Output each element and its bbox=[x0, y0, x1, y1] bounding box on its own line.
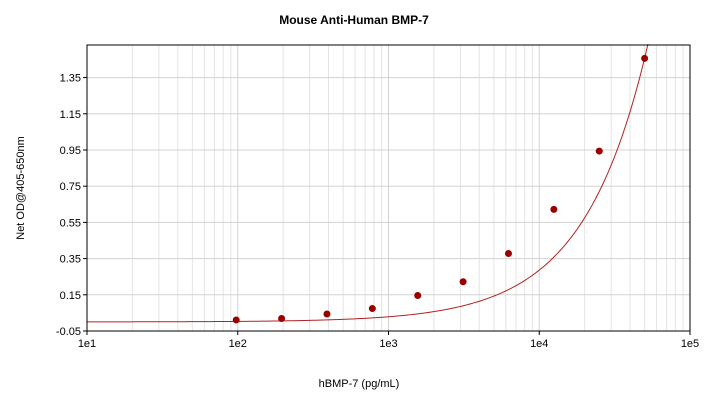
data-point bbox=[414, 292, 422, 300]
data-point bbox=[595, 147, 603, 155]
y-tick-label: -0.05 bbox=[56, 326, 81, 338]
data-point bbox=[368, 305, 376, 313]
y-axis-title: Net OD@405-650nm bbox=[15, 136, 27, 240]
y-tick-label: 0.15 bbox=[60, 290, 81, 302]
data-point bbox=[550, 205, 558, 213]
data-point bbox=[232, 316, 240, 324]
y-tick-label: 0.35 bbox=[60, 254, 81, 266]
data-points-layer bbox=[232, 54, 649, 324]
y-tick-label: 0.55 bbox=[60, 217, 81, 229]
y-axis-ticks: -0.05 0.15 0.35 0.55 0.75 0.95 1.15 1.35 bbox=[56, 73, 87, 338]
x-axis-title: hBMP-7 (pg/mL) bbox=[319, 378, 400, 390]
fit-curve-layer bbox=[87, 44, 650, 323]
data-point bbox=[504, 250, 512, 258]
data-point bbox=[323, 310, 331, 318]
x-tick-label: 1e3 bbox=[379, 338, 397, 350]
y-tick-label: 0.75 bbox=[60, 181, 81, 193]
x-tick-label: 1e4 bbox=[530, 338, 548, 350]
y-tick-label: 1.35 bbox=[60, 73, 81, 85]
x-tick-label: 1e1 bbox=[78, 338, 96, 350]
data-point bbox=[641, 54, 649, 62]
x-tick-label: 1e2 bbox=[229, 338, 247, 350]
fit-curve bbox=[87, 44, 650, 323]
y-tick-label: 0.95 bbox=[60, 145, 81, 157]
x-tick-label: 1e5 bbox=[681, 338, 699, 350]
x-axis-ticks: 1e1 1e2 1e3 1e4 1e5 bbox=[78, 331, 699, 350]
chart-title: Mouse Anti-Human BMP-7 bbox=[279, 13, 429, 27]
data-point bbox=[459, 278, 467, 286]
y-tick-label: 1.15 bbox=[60, 109, 81, 121]
data-point bbox=[278, 315, 286, 323]
